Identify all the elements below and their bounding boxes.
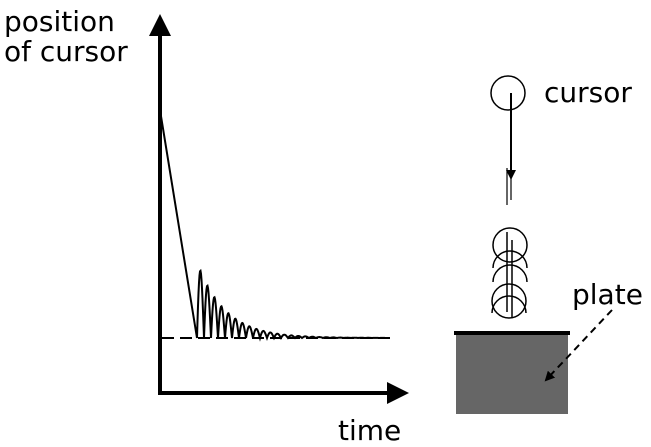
y-axis-label: of cursor	[4, 35, 128, 68]
x-axis-label: time	[338, 414, 401, 447]
position-curve	[159, 109, 387, 342]
plate-pointer	[544, 309, 613, 382]
bouncing-cursors	[491, 227, 528, 319]
cursor-circle	[490, 75, 526, 111]
y-axis-label: position	[4, 5, 115, 38]
cursor-label: cursor	[544, 76, 632, 109]
plate-label: plate	[572, 278, 643, 311]
